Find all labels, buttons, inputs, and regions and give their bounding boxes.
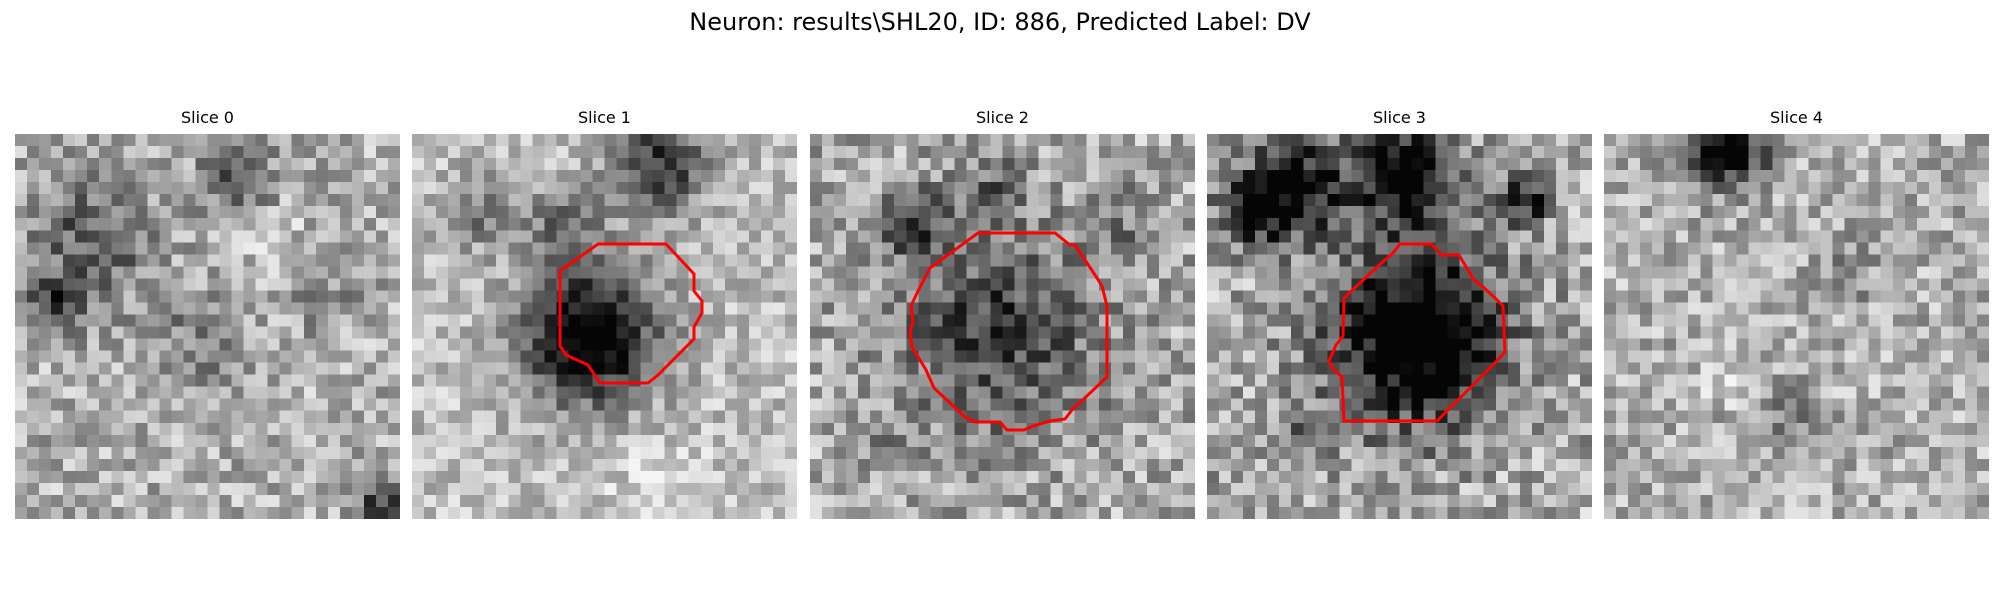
slice-image-4 [1604,134,1989,519]
grayscale-slice [1207,134,1592,519]
slice-image-1 [412,134,797,519]
grayscale-slice [1604,134,1989,519]
neuron-contour [1327,242,1507,423]
slice-title: Slice 1 [578,108,631,127]
grayscale-slice [412,134,797,519]
slice-image-0 [15,134,400,519]
contour-overlay [1327,242,1507,423]
slice-title: Slice 3 [1373,108,1426,127]
contour-overlay [908,231,1109,432]
slice-title: Slice 0 [181,108,234,127]
figure-title: Neuron: results\SHL20, ID: 886, Predicte… [689,8,1311,36]
slice-title: Slice 4 [1770,108,1823,127]
neuron-contour [908,231,1109,432]
grayscale-slice [15,134,400,519]
slice-image-3 [1207,134,1592,519]
grayscale-slice [810,134,1195,519]
slice-image-2 [810,134,1195,519]
slice-title: Slice 2 [976,108,1029,127]
contour-overlay [558,242,704,385]
neuron-contour [558,242,704,385]
